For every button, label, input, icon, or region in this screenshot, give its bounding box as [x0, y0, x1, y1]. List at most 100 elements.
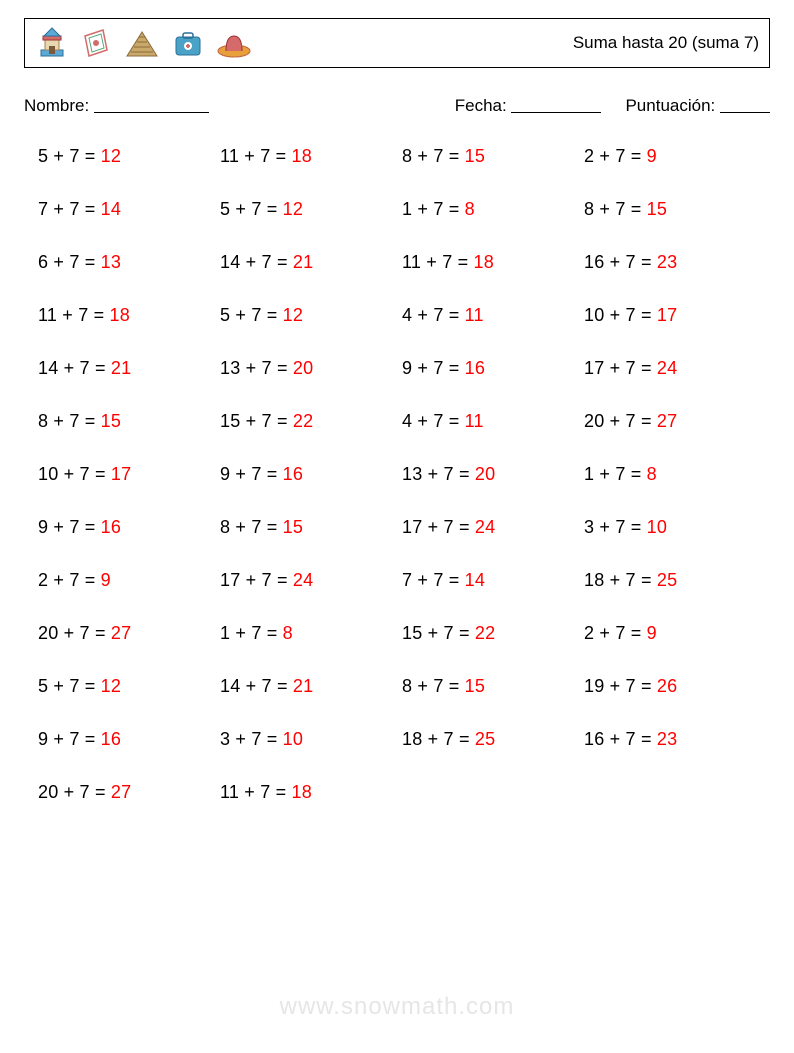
problem-cell: 1 + 7 = 8: [584, 464, 756, 485]
problem-cell: 4 + 7 = 11: [402, 411, 574, 432]
problem-answer: 22: [475, 623, 495, 643]
problem-expression: 11 + 7 =: [220, 782, 292, 802]
problem-expression: 16 + 7 =: [584, 252, 657, 272]
pyramid-icon: [123, 26, 161, 60]
problem-expression: 18 + 7 =: [402, 729, 475, 749]
problem-cell: 9 + 7 = 16: [402, 358, 574, 379]
problem-expression: 5 + 7 =: [220, 305, 283, 325]
problem-expression: 9 + 7 =: [38, 729, 101, 749]
problem-answer: 15: [465, 676, 485, 696]
problem-answer: 21: [111, 358, 131, 378]
problem-answer: 27: [111, 623, 131, 643]
problem-cell: 7 + 7 = 14: [38, 199, 210, 220]
problem-expression: 17 + 7 =: [584, 358, 657, 378]
header-icons: [35, 26, 253, 60]
score-label: Puntuación:: [625, 96, 715, 115]
problem-expression: 19 + 7 =: [584, 676, 657, 696]
watermark: www.snowmath.com: [24, 993, 770, 1021]
temple-icon: [35, 26, 69, 60]
problem-cell: 2 + 7 = 9: [584, 623, 756, 644]
problem-expression: 2 + 7 =: [38, 570, 101, 590]
problem-cell: 7 + 7 = 14: [402, 570, 574, 591]
problem-cell: 14 + 7 = 21: [38, 358, 210, 379]
problem-cell: 13 + 7 = 20: [402, 464, 574, 485]
problem-expression: 13 + 7 =: [402, 464, 475, 484]
problem-answer: 12: [283, 305, 303, 325]
problem-answer: 18: [110, 305, 130, 325]
problem-expression: 7 + 7 =: [402, 570, 465, 590]
problem-answer: 15: [647, 199, 667, 219]
problem-answer: 9: [101, 570, 111, 590]
problem-cell: 5 + 7 = 12: [220, 199, 392, 220]
problem-answer: 18: [292, 146, 312, 166]
problem-answer: 14: [465, 570, 485, 590]
worksheet-title: Suma hasta 20 (suma 7): [573, 33, 759, 53]
problem-cell: 4 + 7 = 11: [402, 305, 574, 326]
problem-cell: 8 + 7 = 15: [584, 199, 756, 220]
problem-expression: 20 + 7 =: [38, 782, 111, 802]
problem-cell: 11 + 7 = 18: [220, 782, 392, 803]
problem-cell: 8 + 7 = 15: [402, 676, 574, 697]
problem-cell: 2 + 7 = 9: [584, 146, 756, 167]
problem-cell: 15 + 7 = 22: [220, 411, 392, 432]
name-blank: [94, 112, 209, 113]
problems-grid: 5 + 7 = 12 11 + 7 = 18 8 + 7 = 15 2 + 7 = 9…: [24, 146, 770, 803]
problem-cell: 19 + 7 = 26: [584, 676, 756, 697]
problem-cell: 10 + 7 = 17: [38, 464, 210, 485]
info-line: Nombre: Fecha: Puntuación:: [24, 96, 770, 116]
problem-answer: 23: [657, 252, 677, 272]
problem-answer: 24: [475, 517, 495, 537]
problem-expression: 8 + 7 =: [220, 517, 283, 537]
problem-answer: 21: [293, 252, 313, 272]
problem-answer: 14: [101, 199, 121, 219]
problem-answer: 27: [111, 782, 131, 802]
problem-expression: 11 + 7 =: [402, 252, 474, 272]
problem-expression: 16 + 7 =: [584, 729, 657, 749]
problem-cell: 16 + 7 = 23: [584, 729, 756, 750]
worksheet-page: Suma hasta 20 (suma 7) Nombre: Fecha: Pu…: [0, 0, 794, 1021]
problem-cell: 9 + 7 = 16: [38, 729, 210, 750]
problem-answer: 9: [647, 146, 657, 166]
problem-answer: 18: [474, 252, 494, 272]
problem-cell: 5 + 7 = 12: [220, 305, 392, 326]
problem-cell: 20 + 7 = 27: [38, 782, 210, 803]
problem-answer: 20: [293, 358, 313, 378]
problem-cell: 3 + 7 = 10: [584, 517, 756, 538]
score-blank: [720, 112, 770, 113]
problem-expression: 9 + 7 =: [220, 464, 283, 484]
problem-expression: 2 + 7 =: [584, 146, 647, 166]
problem-expression: 8 + 7 =: [402, 146, 465, 166]
problem-expression: 10 + 7 =: [584, 305, 657, 325]
problem-cell: 20 + 7 = 27: [584, 411, 756, 432]
sombrero-icon: [215, 26, 253, 60]
problem-expression: 11 + 7 =: [38, 305, 110, 325]
problem-answer: 13: [101, 252, 121, 272]
problem-answer: 17: [657, 305, 677, 325]
problem-cell: 11 + 7 = 18: [402, 252, 574, 273]
problem-cell: 11 + 7 = 18: [220, 146, 392, 167]
problem-expression: 5 + 7 =: [220, 199, 283, 219]
problem-expression: 1 + 7 =: [584, 464, 647, 484]
problem-answer: 24: [657, 358, 677, 378]
problem-expression: 3 + 7 =: [584, 517, 647, 537]
problem-answer: 8: [647, 464, 657, 484]
problem-answer: 17: [111, 464, 131, 484]
problem-expression: 20 + 7 =: [584, 411, 657, 431]
problem-expression: 2 + 7 =: [584, 623, 647, 643]
problem-answer: 12: [101, 676, 121, 696]
problem-expression: 1 + 7 =: [220, 623, 283, 643]
problem-cell: 10 + 7 = 17: [584, 305, 756, 326]
problem-expression: 1 + 7 =: [402, 199, 465, 219]
problem-cell: 18 + 7 = 25: [584, 570, 756, 591]
problem-expression: 7 + 7 =: [38, 199, 101, 219]
problem-answer: 23: [657, 729, 677, 749]
problem-cell: 11 + 7 = 18: [38, 305, 210, 326]
problem-expression: 18 + 7 =: [584, 570, 657, 590]
problem-expression: 14 + 7 =: [38, 358, 111, 378]
problem-answer: 27: [657, 411, 677, 431]
problem-answer: 15: [283, 517, 303, 537]
problem-expression: 10 + 7 =: [38, 464, 111, 484]
problem-expression: 9 + 7 =: [38, 517, 101, 537]
problem-expression: 17 + 7 =: [220, 570, 293, 590]
problem-answer: 20: [475, 464, 495, 484]
